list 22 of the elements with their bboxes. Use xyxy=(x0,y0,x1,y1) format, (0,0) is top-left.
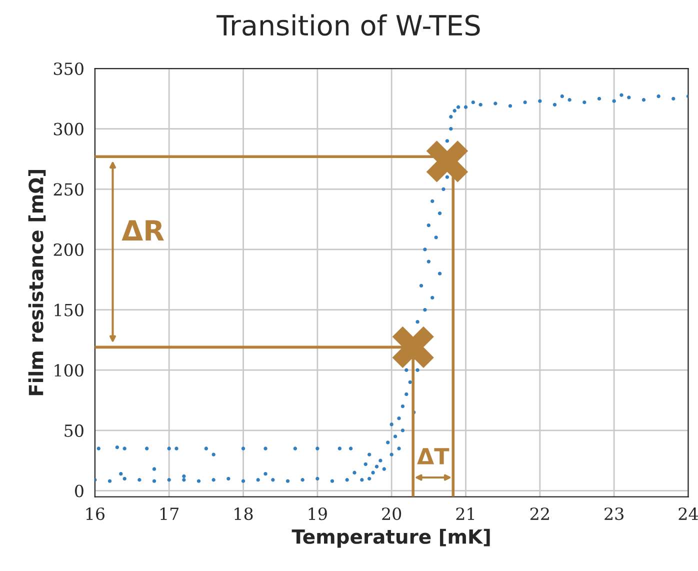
x-tick-label: 21 xyxy=(456,507,474,520)
x-axis-title: Temperature [mK] xyxy=(292,528,490,548)
x-tick-label: 19 xyxy=(308,507,327,520)
y-tick-label: 150 xyxy=(54,304,84,316)
y-tick-label: 300 xyxy=(54,122,84,136)
y-axis-title: Film resistance [mΩ] xyxy=(28,170,46,396)
x-tick-label: 17 xyxy=(160,507,178,520)
y-tick-label: 200 xyxy=(54,243,84,256)
y-tick-label: 50 xyxy=(64,424,84,437)
x-tick-label: 22 xyxy=(530,507,549,520)
y-tick-label: 350 xyxy=(54,62,84,76)
x-tick-label: 16 xyxy=(86,507,104,520)
x-tick-label: 24 xyxy=(678,507,698,520)
annotation: ΔR xyxy=(122,220,164,240)
y-tick-label: 100 xyxy=(54,364,84,377)
y-tick-label: 0 xyxy=(75,484,84,498)
y-tick-label: 250 xyxy=(54,183,84,196)
x-tick-label: 23 xyxy=(604,507,624,520)
x-tick-label: 20 xyxy=(382,507,402,520)
annotation: ΔT xyxy=(417,448,450,464)
chart-title: Transition of W-TES xyxy=(216,14,480,36)
x-tick-label: 18 xyxy=(234,507,253,520)
